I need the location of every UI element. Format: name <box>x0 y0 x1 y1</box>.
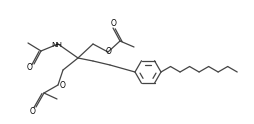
Text: O: O <box>111 18 117 28</box>
Text: O: O <box>106 46 112 56</box>
Text: O: O <box>27 63 33 73</box>
Text: NH: NH <box>52 42 62 48</box>
Text: O: O <box>30 108 36 117</box>
Text: O: O <box>60 81 66 91</box>
